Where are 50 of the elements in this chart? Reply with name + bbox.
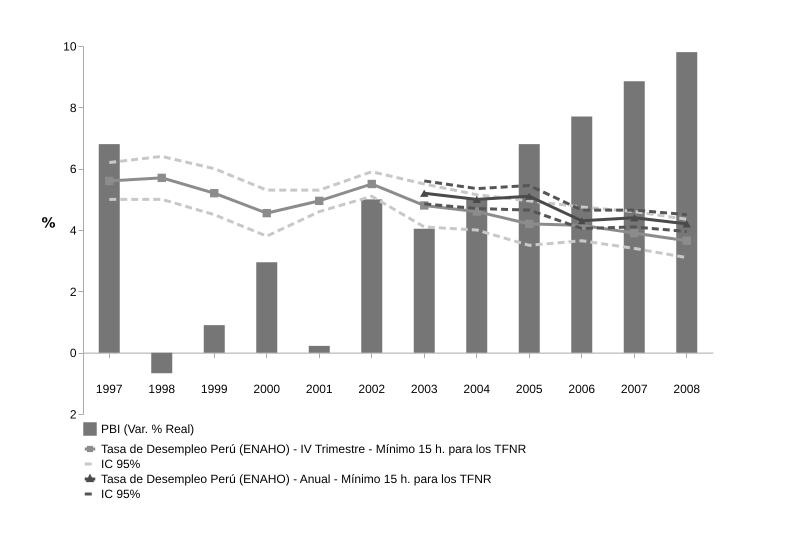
bar [518, 144, 540, 353]
y-tick-label: 4 [70, 224, 77, 238]
point [420, 190, 428, 197]
x-tick-label: 2006 [568, 382, 596, 396]
bar [414, 228, 435, 353]
y-tick-label: 2 [70, 408, 77, 422]
bar [256, 262, 278, 353]
point [578, 217, 586, 224]
legend-label: Tasa de Desempleo Perú (ENAHO) - Anual - Mínimo 15 h. para los TFNR [101, 472, 492, 486]
point [262, 208, 271, 218]
point [158, 174, 166, 182]
y-tick-label: 2 [70, 284, 77, 299]
point [630, 228, 638, 238]
bar [151, 352, 172, 374]
x-tick-label: 2001 [306, 382, 333, 396]
point [682, 220, 691, 228]
legend-label: IC 95% [101, 457, 141, 471]
legend-label: IC 95% [101, 487, 141, 501]
legend-label: PBI (Var. % Real) [101, 422, 194, 436]
y-tick-label: 0 [70, 346, 77, 360]
bar [571, 116, 592, 353]
legend-label: Tasa de Desempleo Perú (ENAHO) - IV Trimestre - Mínimo 15 h. para los TFNR [101, 442, 527, 456]
y-tick-label: 8 [70, 100, 77, 115]
x-tick-label: 2003 [410, 382, 438, 396]
point [472, 196, 481, 203]
y-tick-label: 6 [70, 162, 77, 176]
point [210, 189, 218, 198]
line-series [422, 179, 688, 216]
x-tick-label: 1998 [148, 382, 176, 396]
point [315, 196, 324, 206]
x-tick-label: 2008 [673, 382, 700, 396]
bar [466, 199, 488, 353]
bar [98, 144, 120, 353]
point [368, 180, 376, 188]
x-tick-label: 2000 [253, 382, 280, 396]
bar [361, 199, 382, 353]
bar [204, 325, 225, 353]
bar [624, 81, 645, 353]
x-tick-label: 1999 [200, 382, 228, 396]
point [525, 192, 534, 200]
x-tick-label: 2005 [516, 382, 543, 396]
bar [676, 52, 698, 353]
x-tick-label: 2004 [463, 382, 490, 396]
bar [308, 346, 330, 353]
x-tick-label: 1997 [96, 382, 123, 396]
y-axis-title: % [41, 216, 56, 232]
x-tick-label: 2002 [358, 382, 386, 396]
x-tick-label: 2007 [620, 382, 648, 396]
point [630, 214, 638, 222]
y-tick-label: 10 [63, 40, 77, 54]
